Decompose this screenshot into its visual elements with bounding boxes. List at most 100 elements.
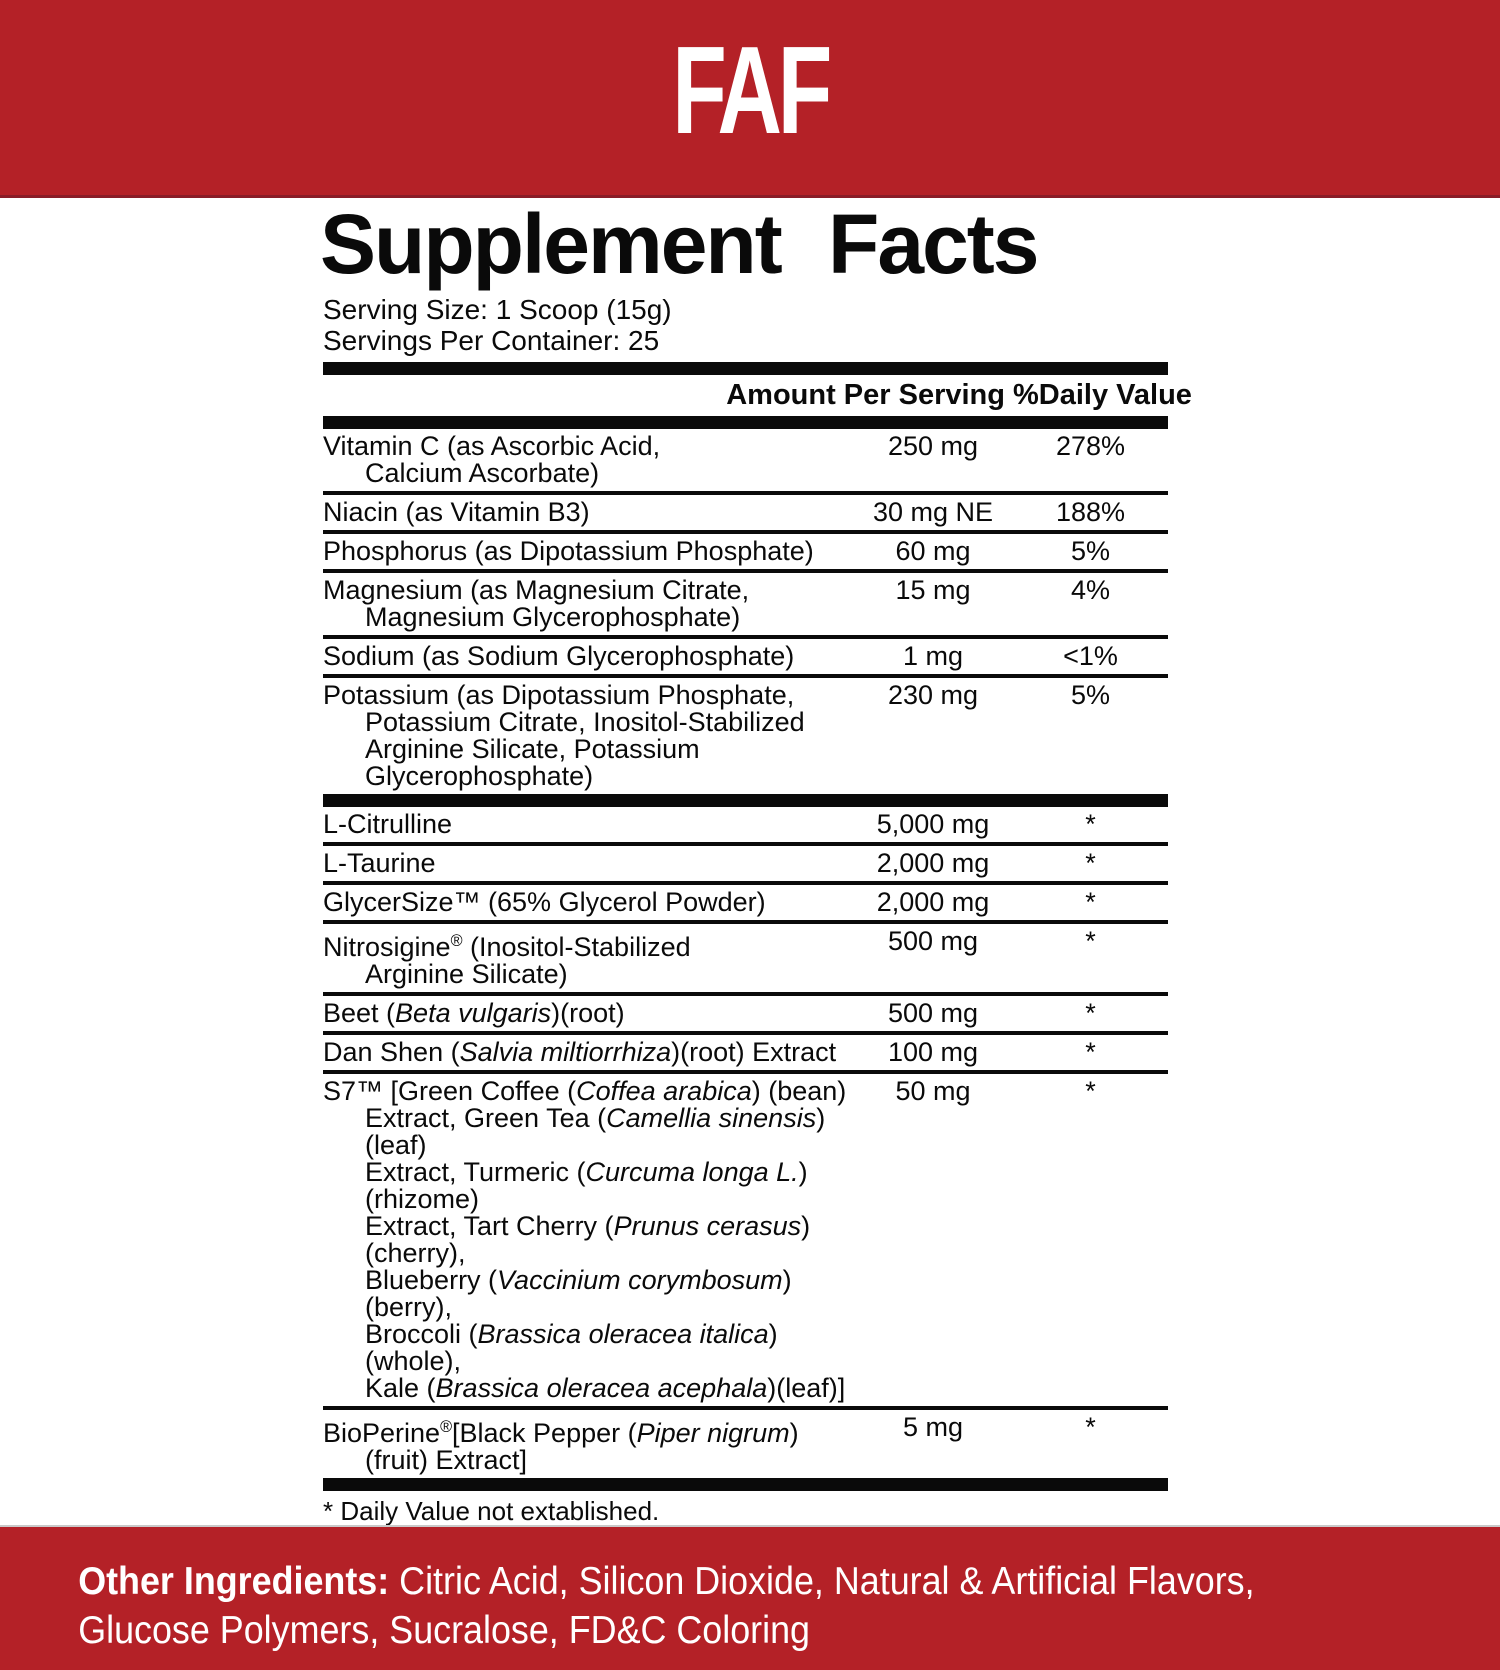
ingredient-dv: * <box>1085 848 1096 878</box>
ingredient-name-line: Extract, Green Tea (Camellia sinensis)(l… <box>365 1103 826 1160</box>
table-row: L-Citrulline 5,000 mg * <box>323 807 1168 842</box>
table-row: S7™ [Green Coffee (Coffea arabica) (bean… <box>323 1070 1168 1406</box>
supplement-facts-panel: Supplement Facts Serving Size: 1 Scoop (… <box>320 197 1192 1526</box>
ingredient-amount: 15 mg <box>895 575 971 605</box>
table-row: Niacin (as Vitamin B3) 30 mg NE 188% <box>323 491 1168 530</box>
ingredient-dv: * <box>1085 1412 1096 1442</box>
ingredient-name-line: Potassium Citrate, Inositol-Stabilized <box>365 707 805 737</box>
ingredient-name-line: L-Citrulline <box>323 809 453 839</box>
ingredient-name: Magnesium (as Magnesium Citrate, Magnesiu… <box>323 577 853 631</box>
ingredient-amount: 50 mg <box>895 1076 971 1106</box>
ingredient-amount: 2,000 mg <box>876 848 990 878</box>
table-row: Beet (Beta vulgaris)(root) 500 mg * <box>323 992 1168 1031</box>
ingredient-name-line: Magnesium (as Magnesium Citrate, <box>323 575 750 605</box>
ingredient-dv: * <box>1085 887 1096 917</box>
brand-header: FAF <box>0 0 1500 198</box>
ingredient-name-line: Potassium (as Dipotassium Phosphate, <box>323 680 795 710</box>
servings-per-container: Servings Per Container: 25 <box>323 325 660 356</box>
table-row: Phosphorus (as Dipotassium Phosphate) 60 … <box>323 530 1168 569</box>
other-ingredients-label: Other Ingredients: <box>78 1560 390 1603</box>
table-row: Vitamin C (as Ascorbic Acid, Calcium Asco… <box>323 429 1168 491</box>
ingredient-amount: 2,000 mg <box>876 887 990 917</box>
ingredient-name-line: Extract, Tart Cherry (Prunus cerasus)(ch… <box>365 1211 811 1268</box>
table-row: GlycerSize™ (65% Glycerol Powder) 2,000 m… <box>323 881 1168 920</box>
ingredient-dv: <1% <box>1063 641 1118 671</box>
ingredient-name: Niacin (as Vitamin B3) <box>323 499 853 526</box>
ingredient-name: Beet (Beta vulgaris)(root) <box>323 1000 853 1027</box>
column-header-row: Amount Per Serving %Daily Value <box>323 375 1192 416</box>
ingredient-name: Dan Shen (Salvia miltiorrhiza)(root) Ext… <box>323 1039 853 1066</box>
ingredient-amount: 60 mg <box>895 536 971 566</box>
table-top-bar <box>323 362 1168 375</box>
ingredient-amount: 500 mg <box>887 998 979 1028</box>
serving-size: Serving Size: 1 Scoop (15g) <box>323 294 672 325</box>
ingredient-amount: 100 mg <box>887 1037 979 1067</box>
ingredient-name: Vitamin C (as Ascorbic Acid, Calcium Asco… <box>323 433 853 487</box>
ingredient-name: GlycerSize™ (65% Glycerol Powder) <box>323 889 853 916</box>
column-dv-header: %Daily Value <box>1013 379 1192 411</box>
ingredient-name: Potassium (as Dipotassium Phosphate, Pota… <box>323 682 853 790</box>
ingredient-amount: 250 mg <box>887 431 979 461</box>
ingredient-name-line: (fruit) Extract] <box>365 1445 528 1475</box>
ingredient-name-line: Extract, Turmeric (Curcuma longa L.)(rhi… <box>365 1157 808 1214</box>
ingredient-name-line: GlycerSize™ (65% Glycerol Powder) <box>323 887 766 917</box>
table-row: L-Taurine 2,000 mg * <box>323 842 1168 881</box>
ingredient-name-line: Sodium (as Sodium Glycerophosphate) <box>323 641 795 671</box>
ingredient-dv: * <box>1085 809 1096 839</box>
ingredient-name-line: Arginine Silicate, Potassium Glycerophos… <box>365 734 700 791</box>
ingredient-name: S7™ [Green Coffee (Coffea arabica) (bean… <box>323 1078 853 1402</box>
ingredient-amount: 1 mg <box>902 641 964 671</box>
table-row: Magnesium (as Magnesium Citrate, Magnesiu… <box>323 569 1168 635</box>
ingredient-dv: * <box>1085 1037 1096 1067</box>
ingredient-amount: 230 mg <box>887 680 979 710</box>
ingredient-name-line: Blueberry (Vaccinium corymbosum)(berry), <box>365 1265 792 1322</box>
ingredient-name-line: Dan Shen (Salvia miltiorrhiza)(root) Ext… <box>323 1037 837 1067</box>
ingredient-name-line: Magnesium Glycerophosphate) <box>365 602 741 632</box>
ingredient-name: Sodium (as Sodium Glycerophosphate) <box>323 643 853 670</box>
table-end-bar <box>323 1478 1168 1491</box>
brand-logo: FAF <box>672 21 832 160</box>
ingredient-group: Vitamin C (as Ascorbic Acid, Calcium Asco… <box>323 429 1168 794</box>
table-row: Dan Shen (Salvia miltiorrhiza)(root) Ext… <box>323 1031 1168 1070</box>
ingredient-amount: 30 mg NE <box>872 497 994 527</box>
ingredient-name-line: Niacin (as Vitamin B3) <box>323 497 590 527</box>
ingredient-name-line: S7™ [Green Coffee (Coffea arabica) (bean… <box>323 1076 847 1106</box>
ingredient-amount: 500 mg <box>887 926 979 956</box>
table-body: Vitamin C (as Ascorbic Acid, Calcium Asco… <box>323 429 1168 1478</box>
ingredient-name: Nitrosigine® (Inositol-Stabilized Arginin… <box>323 928 853 988</box>
header-bottom-bar <box>323 416 1168 429</box>
ingredient-name: L-Citrulline <box>323 811 853 838</box>
ingredient-amount: 5,000 mg <box>876 809 990 839</box>
ingredient-name: L-Taurine <box>323 850 853 877</box>
table-row: BioPerine®[Black Pepper (Piper nigrum) (f… <box>323 1406 1168 1478</box>
ingredient-dv: 5% <box>1070 536 1111 566</box>
ingredient-name: Phosphorus (as Dipotassium Phosphate) <box>323 538 853 565</box>
table-row: Nitrosigine® (Inositol-Stabilized Arginin… <box>323 920 1168 992</box>
ingredient-dv: 5% <box>1070 680 1111 710</box>
ingredient-dv: * <box>1085 926 1096 956</box>
ingredient-group: L-Citrulline 5,000 mg * L-Taurine 2,000 mg * G… <box>323 807 1168 1478</box>
ingredient-dv: 188% <box>1055 497 1126 527</box>
other-ingredients-band: Other Ingredients: Citric Acid, Silicon … <box>0 1525 1500 1670</box>
ingredient-name-line: Nitrosigine® (Inositol-Stabilized <box>323 932 691 962</box>
ingredient-name-line: Phosphorus (as Dipotassium Phosphate) <box>323 536 814 566</box>
ingredient-name-line: Vitamin C (as Ascorbic Acid, <box>323 431 661 461</box>
section-divider-bar <box>323 794 1168 807</box>
ingredient-name-line: Kale (Brassica oleracea acephala)(leaf)] <box>365 1373 846 1403</box>
ingredient-amount: 5 mg <box>902 1412 964 1442</box>
ingredient-name: BioPerine®[Black Pepper (Piper nigrum) (f… <box>323 1414 853 1474</box>
ingredient-name-line: Broccoli (Brassica oleracea italica)(who… <box>365 1319 778 1376</box>
ingredient-dv: * <box>1085 1076 1096 1106</box>
other-ingredients-text: Other Ingredients: Citric Acid, Silicon … <box>0 1527 1375 1655</box>
daily-value-footnote: * Daily Value not extablished. <box>323 1496 660 1526</box>
ingredient-name-line: Beet (Beta vulgaris)(root) <box>323 998 625 1028</box>
ingredient-dv: 278% <box>1055 431 1126 461</box>
column-amount-header: Amount Per Serving <box>726 379 1005 411</box>
table-row: Potassium (as Dipotassium Phosphate, Pota… <box>323 674 1168 794</box>
ingredient-name-line: BioPerine®[Black Pepper (Piper nigrum) <box>323 1418 799 1448</box>
ingredient-name-line: Calcium Ascorbate) <box>365 458 600 488</box>
ingredient-dv: * <box>1085 998 1096 1028</box>
ingredient-dv: 4% <box>1070 575 1111 605</box>
panel-title: Supplement Facts <box>320 197 1039 291</box>
